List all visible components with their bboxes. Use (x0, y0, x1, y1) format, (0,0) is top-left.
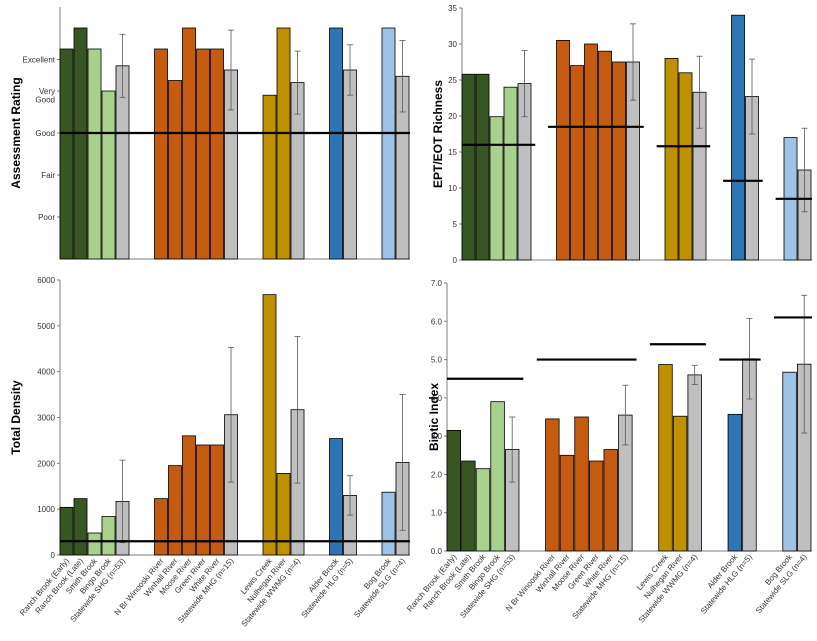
bar-13 (678, 72, 693, 261)
bar-7 (570, 65, 584, 261)
bar-9 (598, 50, 612, 261)
y-tick-label: 35 (448, 4, 457, 13)
bar-1 (461, 73, 476, 261)
bar-3 (489, 116, 504, 261)
y-tick-label: Excellent (23, 56, 56, 65)
y-tick-label: Very (39, 87, 55, 96)
y-tick-label: 10 (448, 184, 457, 193)
bar-3 (87, 48, 102, 260)
bar-2 (73, 498, 88, 556)
bar-8 (584, 43, 598, 261)
bar-10 (603, 449, 618, 552)
bar-12 (262, 294, 277, 556)
y-tick-label: 4000 (37, 368, 55, 377)
bar-13 (672, 415, 688, 552)
y-tick-label: 1000 (37, 505, 55, 514)
y-tick-label: 6000 (37, 276, 55, 285)
y-tick-label: 3000 (37, 414, 55, 423)
y-tick-label: 1.0 (431, 509, 443, 518)
bar-14 (687, 374, 702, 552)
bar-12 (658, 364, 673, 552)
bar-4 (101, 90, 116, 260)
y-tick-label: 15 (448, 148, 457, 157)
bar-2 (461, 460, 476, 552)
bar-12 (664, 58, 679, 261)
bar-4 (503, 86, 518, 261)
y-tick-label: 5000 (37, 322, 55, 331)
bar-10 (210, 444, 224, 556)
bar-16 (343, 69, 357, 260)
y-tick-label: 2.0 (431, 470, 443, 479)
bar-13 (276, 473, 291, 556)
y-tick-label: 0 (453, 256, 458, 265)
bar-15 (329, 438, 343, 556)
bar-17 (381, 27, 396, 260)
y-tick-label: 4.0 (431, 394, 443, 403)
bar-17 (381, 491, 396, 556)
chart-2: 0 5 10 15 20 25 30 35 EPT/EOT Richness (431, 4, 812, 265)
bar-8 (182, 27, 196, 260)
bar-7 (559, 454, 575, 552)
bar-1 (446, 429, 461, 552)
bar-6 (545, 418, 560, 552)
y-tick-label: Poor (38, 213, 55, 222)
bar-13 (276, 27, 291, 260)
bar-6 (154, 48, 168, 260)
y-tick-label: 20 (448, 112, 457, 121)
y-tick-label: 6.0 (431, 317, 443, 326)
bar-7 (168, 80, 182, 260)
bar-3 (87, 532, 102, 556)
bar-6 (154, 498, 168, 556)
bar-1 (59, 506, 74, 556)
bar-6 (556, 40, 570, 261)
bar-4 (490, 401, 505, 552)
y-tick-label: 25 (448, 76, 457, 85)
bar-9 (196, 48, 210, 260)
y-tick-label: 7.0 (431, 279, 443, 288)
y-tick-label: 0.0 (431, 547, 443, 556)
bar-7 (168, 465, 182, 556)
y-tick-label: 5 (453, 220, 458, 229)
bar-8 (182, 435, 196, 556)
bar-15 (731, 14, 745, 261)
bar-2 (475, 73, 490, 261)
bar-12 (262, 94, 277, 260)
bar-8 (574, 416, 589, 552)
bar-3 (475, 468, 491, 552)
y-tick-label: 5.0 (431, 356, 443, 365)
y-tick-label: 30 (448, 40, 457, 49)
y-axis-label: EPT/EOT Richness (431, 80, 445, 188)
y-axis-label: Assessment Rating (9, 77, 23, 188)
y-tick-label: 2000 (37, 459, 55, 468)
bar-9 (588, 460, 604, 552)
y-axis-label: Biotic Index (427, 383, 441, 451)
bar-1 (59, 48, 74, 260)
y-tick-label: Fair (41, 171, 55, 180)
bar-15 (727, 413, 743, 552)
y-tick-label: 3.0 (431, 432, 443, 441)
y-tick-label: Good (35, 129, 55, 138)
y-axis-label: Total Density (9, 380, 23, 455)
bar-10 (612, 61, 626, 261)
bar-10 (210, 48, 224, 260)
bar-15 (329, 27, 343, 260)
bar-4 (101, 516, 116, 556)
bar-17 (782, 371, 797, 552)
bar-9 (196, 444, 210, 556)
y-tick-label: 0 (51, 551, 56, 560)
x-category-label: Statewide WWMG (n=4) (240, 556, 303, 628)
y-tick-label: Good (35, 95, 55, 104)
chart-1: PoorFairGoodVeryExcellentGoodAssessment … (9, 7, 410, 260)
bar-2 (73, 27, 88, 260)
